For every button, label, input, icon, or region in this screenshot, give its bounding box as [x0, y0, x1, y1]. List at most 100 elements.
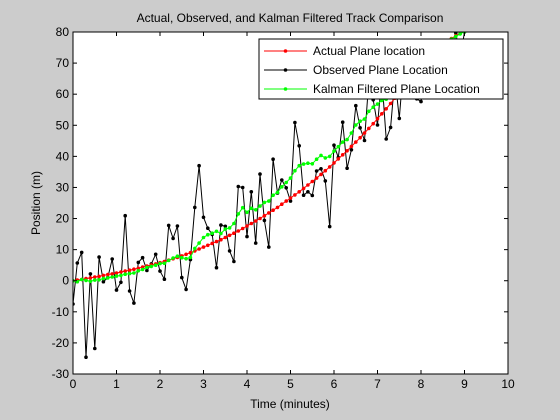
data-point	[223, 224, 228, 229]
data-point	[110, 272, 114, 276]
data-point	[119, 273, 123, 278]
data-point	[345, 137, 349, 142]
data-point	[332, 161, 336, 165]
data-point	[162, 277, 167, 282]
x-tick-label: 9	[461, 377, 468, 391]
data-point	[280, 185, 284, 189]
data-point	[119, 270, 123, 274]
data-point	[267, 211, 271, 215]
data-point	[314, 169, 319, 173]
data-point	[153, 252, 158, 257]
y-tick-label: -10	[52, 305, 70, 319]
data-point	[284, 180, 289, 185]
data-point	[236, 184, 241, 189]
data-point	[145, 268, 149, 273]
y-tick-label: 0	[62, 274, 69, 288]
chart-title: Actual, Observed, and Kalman Filtered Tr…	[137, 11, 444, 25]
data-point	[249, 190, 254, 194]
data-point	[219, 223, 223, 227]
data-point	[358, 135, 362, 140]
data-point	[384, 107, 389, 111]
data-point	[284, 186, 289, 190]
legend-label: Actual Plane location	[313, 44, 425, 58]
data-point	[123, 269, 127, 273]
data-point	[171, 256, 175, 260]
data-point	[419, 99, 423, 104]
legend: Actual Plane location Observed Plane Loca…	[258, 38, 504, 100]
data-point	[362, 138, 367, 143]
data-point	[306, 161, 310, 165]
data-point	[310, 162, 315, 166]
data-point	[271, 157, 275, 161]
data-point	[193, 205, 197, 210]
data-point	[214, 239, 219, 244]
data-point	[227, 249, 232, 253]
data-point	[345, 149, 349, 153]
data-point	[354, 123, 358, 127]
data-point	[349, 148, 354, 152]
data-point	[219, 237, 223, 242]
y-tick-label: -20	[52, 336, 70, 350]
data-point	[127, 271, 132, 276]
x-tick-label: 7	[374, 377, 381, 391]
data-point	[327, 154, 332, 159]
data-point	[301, 162, 306, 166]
data-point	[332, 143, 336, 147]
data-point	[293, 168, 297, 173]
data-point	[367, 109, 371, 114]
data-point	[258, 204, 262, 208]
data-point	[166, 258, 171, 263]
data-point	[93, 278, 97, 282]
data-point	[371, 105, 376, 109]
data-point	[219, 231, 223, 236]
data-point	[88, 272, 93, 276]
data-point	[123, 272, 127, 277]
data-point	[106, 272, 110, 277]
data-point	[114, 288, 119, 292]
data-point	[171, 236, 175, 241]
data-point	[327, 165, 332, 169]
data-point	[136, 269, 141, 273]
x-tick-label: 3	[200, 377, 207, 391]
data-point	[214, 229, 219, 234]
data-point	[180, 255, 184, 260]
data-point	[206, 243, 210, 248]
data-point	[101, 276, 106, 281]
legend-marker	[283, 49, 288, 53]
data-point	[336, 144, 341, 149]
data-point	[253, 219, 258, 223]
data-point	[375, 116, 380, 121]
data-point	[297, 144, 302, 148]
data-point	[384, 137, 389, 141]
data-point	[201, 215, 206, 220]
data-point	[375, 102, 380, 106]
data-point	[267, 245, 271, 249]
data-point	[240, 226, 245, 231]
data-point	[323, 156, 328, 160]
data-point	[306, 190, 310, 194]
data-point	[319, 172, 323, 177]
legend-label: Kalman Filtered Plane Location	[313, 82, 480, 96]
data-point	[236, 229, 241, 233]
data-point	[158, 261, 162, 266]
data-point	[136, 266, 141, 271]
data-point	[140, 255, 145, 260]
data-point	[258, 172, 262, 176]
ticks-layer: 0 1 2 3 4 5 6 7 8 9 10 -30 -20 -10 0 10 20 30 40 50 60 70 80	[52, 25, 515, 391]
data-point	[340, 120, 345, 124]
data-point	[297, 163, 302, 168]
data-point	[158, 269, 162, 273]
data-point	[106, 276, 110, 280]
data-point	[88, 279, 93, 284]
data-point	[388, 125, 393, 130]
data-point	[288, 199, 293, 203]
data-point	[197, 241, 201, 245]
data-point	[162, 261, 167, 266]
data-point	[262, 218, 267, 223]
legend-entries: Actual Plane location Observed Plane Loca…	[264, 44, 480, 96]
data-point	[119, 280, 123, 285]
x-tick-label: 10	[501, 377, 515, 391]
data-point	[301, 193, 306, 197]
data-point	[271, 208, 275, 212]
